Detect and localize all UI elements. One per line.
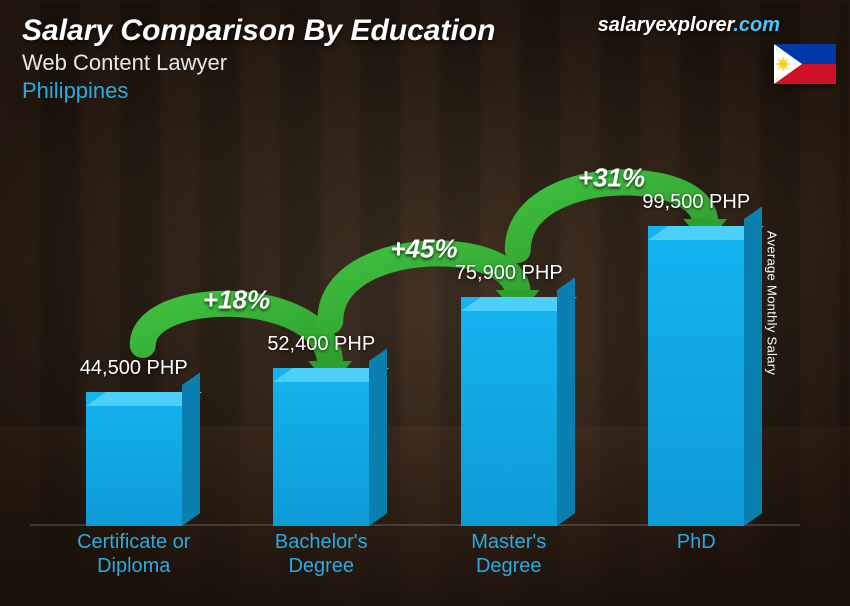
bars-container: 44,500 PHP 52,400 PHP 75,900 PHP 99,500 PHP [40,120,790,526]
increase-percent: +31% [578,163,645,194]
category-label: PhD [603,530,791,584]
bar [86,392,182,526]
brand-domain: .com [733,14,780,36]
flag-philippines [774,44,836,84]
increase-percent: +45% [390,234,457,265]
labels-container: Certificate orDiplomaBachelor'sDegreeMas… [40,530,790,584]
bar-group: 52,400 PHP [228,333,416,526]
chart-subtitle: Web Content Lawyer [22,50,828,76]
chart-area: 44,500 PHP 52,400 PHP 75,900 PHP 99,500 PHP… [40,120,790,584]
brand-name: salaryexplorer [598,14,734,36]
category-label: Bachelor'sDegree [228,530,416,584]
bar [461,297,557,526]
brand-logo: salaryexplorer.com [598,14,780,37]
category-label: Master'sDegree [415,530,603,584]
chart-country: Philippines [22,78,828,104]
bar-value-label: 99,500 PHP [642,191,750,214]
bar-group: 75,900 PHP [415,262,603,526]
bar [273,368,369,526]
bar-value-label: 75,900 PHP [455,262,563,285]
bar-value-label: 52,400 PHP [267,333,375,356]
bar-group: 44,500 PHP [40,357,228,526]
bar [648,226,744,526]
bar-value-label: 44,500 PHP [80,357,188,380]
increase-percent: +18% [203,285,270,316]
bar-group: 99,500 PHP [603,191,791,526]
category-label: Certificate orDiploma [40,530,228,584]
